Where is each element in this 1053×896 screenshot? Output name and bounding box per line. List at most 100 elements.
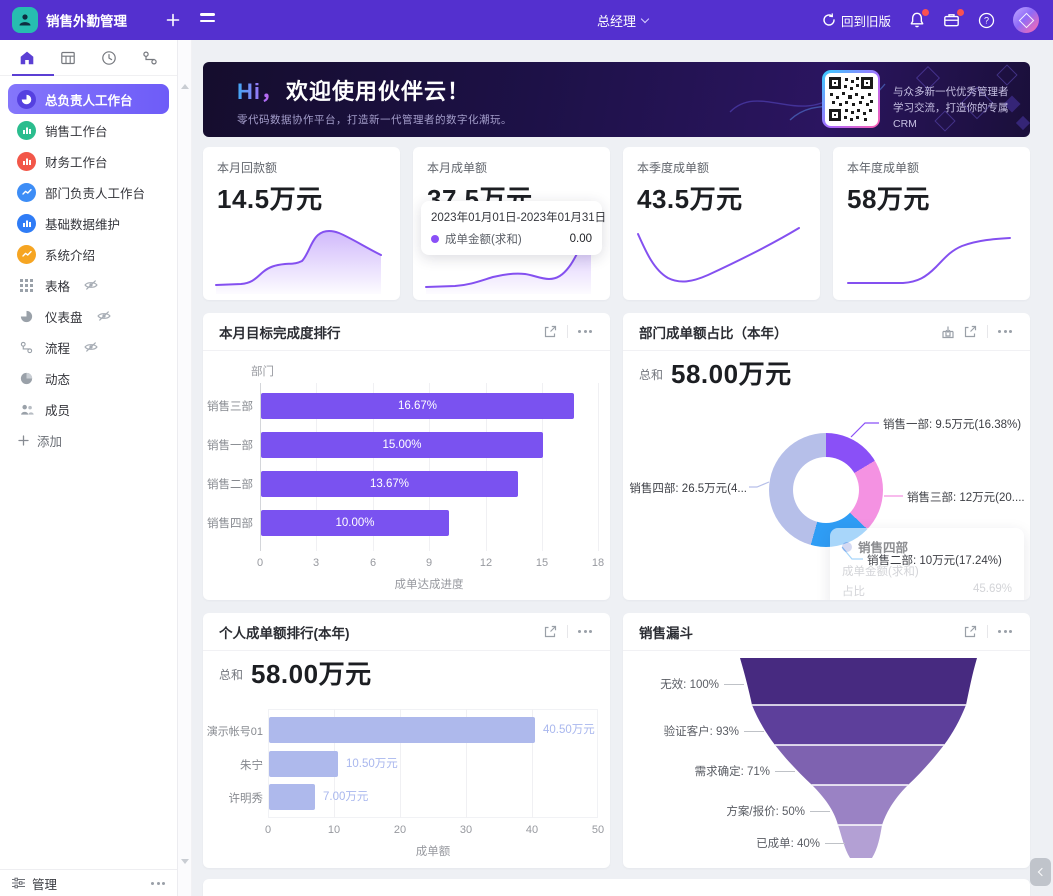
sidebar-item-label: 销售工作台 xyxy=(45,124,108,139)
hamburger-menu-button[interactable] xyxy=(200,13,216,26)
inbox-button[interactable] xyxy=(943,9,964,28)
sidebar-item-dashboards[interactable]: 仪表盘 xyxy=(8,301,169,331)
topbar-actions: 回到旧版 ? xyxy=(822,0,1039,40)
more-options-icon[interactable] xyxy=(574,321,596,343)
svg-text:?: ? xyxy=(984,15,989,25)
x-tick: 50 xyxy=(591,824,605,836)
category-label: 销售二部 xyxy=(207,479,253,491)
stat-card-year-deals[interactable]: 本年度成单额 58万元 xyxy=(833,147,1030,300)
card-title: 个人成单额排行(本年) xyxy=(219,625,350,641)
bell-icon xyxy=(910,12,924,28)
bar-chart-icon xyxy=(17,120,36,140)
more-options-icon[interactable] xyxy=(994,321,1016,343)
bar-dept1[interactable]: 15.00% xyxy=(261,432,543,458)
history-icon xyxy=(823,13,835,26)
x-tick: 9 xyxy=(425,557,433,569)
workspace-header: 销售外勤管理 xyxy=(0,0,192,40)
sidebar-item-finance-workspace[interactable]: 财务工作台 xyxy=(8,146,169,176)
x-axis-title: 成单额 xyxy=(415,846,451,858)
sparkline-area xyxy=(425,226,592,294)
sum-value: 58.00万元 xyxy=(671,359,792,389)
stat-card-monthly-deals[interactable]: 本月成单额 37.5万元 2023年01月01日-2023年01月31日 成单金… xyxy=(413,147,610,300)
sidebar-item-sales-workspace[interactable]: 销售工作台 xyxy=(8,115,169,145)
funnel-chart: 无效: 100% 验证客户: 93% 需求确定: 71% 方案/报价: 50% … xyxy=(623,651,1030,868)
bar-dept2[interactable]: 13.67% xyxy=(261,471,518,497)
sidebar-footer-manage[interactable]: 管理 xyxy=(0,869,177,896)
notifications-button[interactable] xyxy=(909,9,929,28)
sidebar-item-label: 总负责人工作台 xyxy=(45,93,133,108)
sidebar-item-base-data[interactable]: 基础数据维护 xyxy=(8,208,169,238)
card-title: 部门成单额占比（本年） xyxy=(639,325,788,341)
table-icon xyxy=(61,51,75,64)
more-options-icon[interactable] xyxy=(994,621,1016,643)
bar-user1[interactable] xyxy=(269,717,535,743)
pie-tooltip-row2-value: 45.69% xyxy=(972,583,1012,595)
sidebar-item-dept-manager-workspace[interactable]: 部门负责人工作台 xyxy=(8,177,169,207)
sidebar-item-members[interactable]: 成员 xyxy=(8,394,169,424)
back-to-old-version-button[interactable]: 回到旧版 xyxy=(822,11,891,30)
sidebar-scrollbar[interactable] xyxy=(178,40,192,896)
sidebar-item-system-intro[interactable]: 系统介绍 xyxy=(8,239,169,269)
expand-icon[interactable] xyxy=(539,621,561,643)
tooltip-date-range: 2023年01月01日-2023年01月31日 xyxy=(431,212,607,224)
question-icon: ? xyxy=(978,12,995,28)
pie-callout-dept1: 销售一部: 9.5万元(16.38%) xyxy=(883,419,1022,431)
qr-code xyxy=(822,70,880,128)
sidebar-item-general-manager-workspace[interactable]: 总负责人工作台 xyxy=(8,84,169,114)
bar-user3[interactable] xyxy=(269,784,315,810)
donut-hole xyxy=(793,457,859,523)
tab-home[interactable] xyxy=(10,41,44,75)
pie-tooltip-row2-label: 占比 xyxy=(842,586,865,598)
sidebar-item-workflows[interactable]: 流程 xyxy=(8,332,169,362)
stat-card-monthly-payment[interactable]: 本月回款额 14.5万元 xyxy=(203,147,400,300)
card-title: 销售漏斗 xyxy=(639,625,693,641)
pie-chart-icon xyxy=(17,89,36,109)
active-tab-underline xyxy=(12,74,54,76)
expand-icon[interactable] xyxy=(959,321,981,343)
collapse-panel-button[interactable] xyxy=(1030,858,1051,886)
app-logo[interactable] xyxy=(12,7,38,33)
gridline xyxy=(466,709,467,818)
funnel-label-closed: 已成单: 40% xyxy=(756,835,845,851)
bar-dept4[interactable]: 10.00% xyxy=(261,510,449,536)
category-label: 许明秀 xyxy=(228,793,264,805)
funnel-label-proposal: 方案/报价: 50% xyxy=(726,803,830,819)
card-monthly-target-ranking: 本月目标完成度排行 部门 xyxy=(203,313,610,600)
qr-pattern xyxy=(829,77,873,121)
x-tick: 3 xyxy=(312,557,320,569)
charts-row-1: 本月目标完成度排行 部门 xyxy=(203,313,1030,600)
x-tick: 0 xyxy=(256,557,264,569)
sidebar-add-label: 添加 xyxy=(37,434,63,449)
expand-icon[interactable] xyxy=(539,321,561,343)
user-avatar[interactable] xyxy=(1013,7,1039,33)
tab-workflow[interactable] xyxy=(133,41,167,75)
tab-tables[interactable] xyxy=(51,41,85,75)
app-title: 销售外勤管理 xyxy=(46,14,127,29)
gridline xyxy=(400,709,401,818)
stat-card-quarter-deals[interactable]: 本季度成单额 43.5万元 xyxy=(623,147,820,300)
bar-user2[interactable] xyxy=(269,751,338,777)
help-button[interactable]: ? xyxy=(978,12,995,29)
funnel-shape[interactable] xyxy=(623,651,1030,868)
sidebar-item-tables[interactable]: 表格 xyxy=(8,270,169,300)
sidebar-item-activity[interactable]: 动态 xyxy=(8,363,169,393)
chevron-down-icon xyxy=(640,14,650,23)
bar-value-label: 10.50万元 xyxy=(346,758,398,770)
download-icon[interactable] xyxy=(937,321,959,343)
expand-icon[interactable] xyxy=(959,621,981,643)
more-options-icon[interactable] xyxy=(151,881,165,885)
stat-value: 14.5万元 xyxy=(217,184,323,214)
card-dept-deal-share: 部门成单额占比（本年） 总和 58.00万元 xyxy=(623,313,1030,600)
add-workspace-button[interactable] xyxy=(166,13,180,27)
bar-dept3[interactable]: 16.67% xyxy=(261,393,574,419)
x-tick: 10 xyxy=(327,824,341,836)
tab-history[interactable] xyxy=(92,41,126,75)
more-options-icon[interactable] xyxy=(574,621,596,643)
sidebar-tabs xyxy=(0,40,177,76)
gridline xyxy=(598,383,599,551)
category-label: 朱宁 xyxy=(240,760,263,772)
sidebar-add-button[interactable]: 添加 xyxy=(8,425,169,455)
x-tick: 40 xyxy=(525,824,539,836)
x-tick: 18 xyxy=(591,557,605,569)
